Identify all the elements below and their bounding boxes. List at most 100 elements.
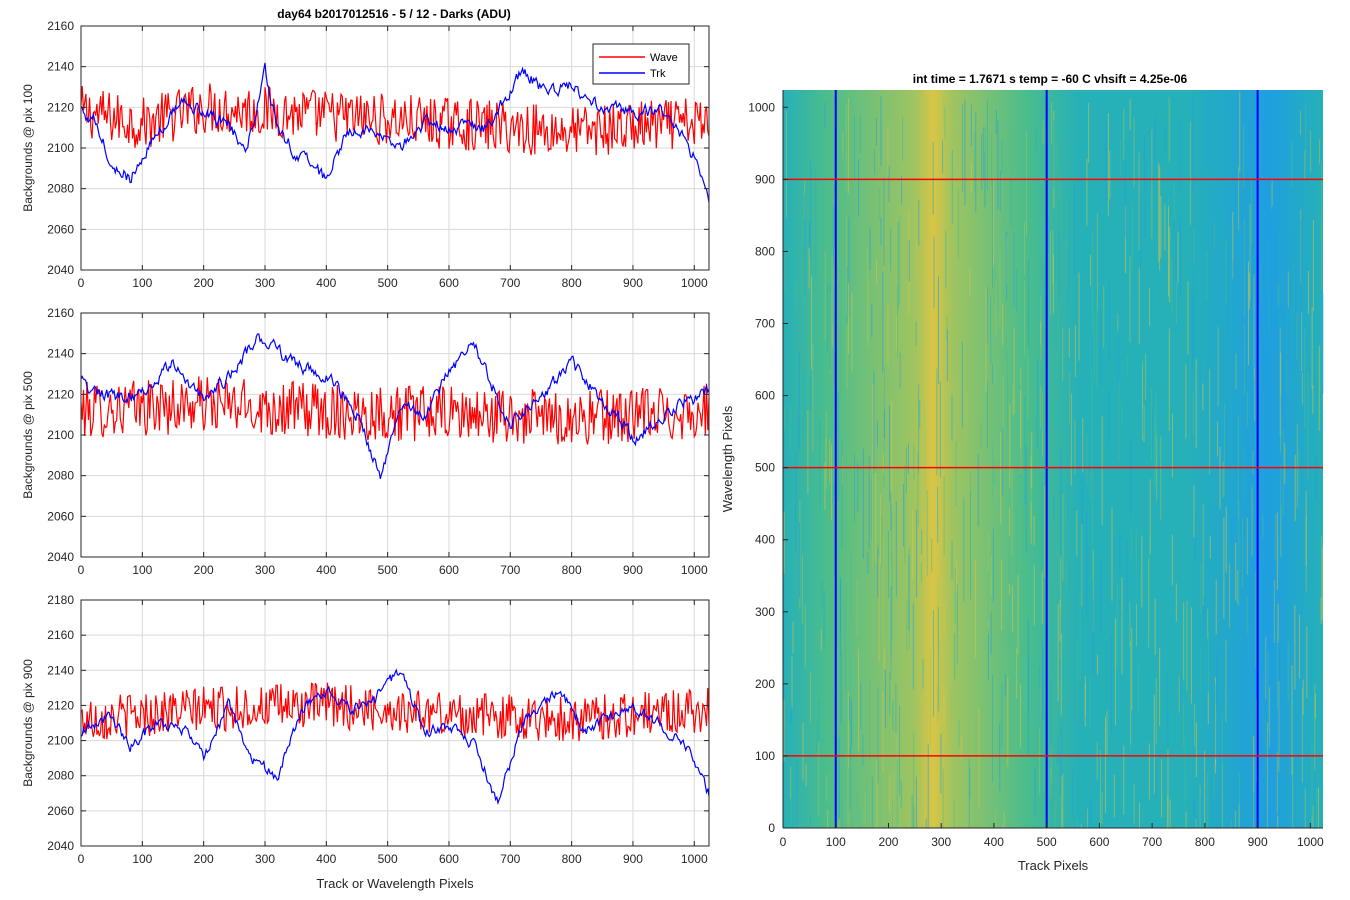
x-tick-label: 1000 (681, 563, 708, 577)
x-tick-label: 800 (562, 563, 582, 577)
y-tick-label: 2080 (47, 182, 74, 196)
x-tick-label: 600 (439, 276, 459, 290)
y-tick-label: 2140 (47, 663, 74, 677)
x-tick-label: 600 (439, 563, 459, 577)
x-tick-label: 800 (562, 276, 582, 290)
x-tick-label: 500 (378, 852, 398, 866)
x-tick-label: 300 (255, 852, 275, 866)
y-tick-label: 400 (755, 533, 775, 547)
y-tick-label: 200 (755, 677, 775, 691)
series-line-wave (80, 83, 710, 156)
x-tick-label: 300 (931, 835, 951, 849)
heatmap-title: int time = 1.7671 s temp = -60 C vhsift … (913, 72, 1188, 86)
series-line-wave (80, 682, 710, 742)
x-tick-label: 100 (132, 276, 152, 290)
x-tick-label: 1000 (1297, 835, 1324, 849)
y-tick-label: 2100 (47, 734, 74, 748)
y-tick-label: 2040 (47, 550, 74, 564)
y-tick-label: 800 (755, 244, 775, 258)
y-tick-label: 500 (755, 461, 775, 475)
y-tick-label: 100 (755, 749, 775, 763)
y-tick-label: 2060 (47, 222, 74, 236)
y-tick-label: 2080 (47, 769, 74, 783)
y-tick-label: 2120 (47, 100, 74, 114)
y-tick-label: 2160 (47, 306, 74, 320)
legend: Wave Trk (592, 43, 690, 85)
x-tick-label: 900 (623, 276, 643, 290)
x-tick-label: 400 (316, 276, 336, 290)
x-tick-label: 0 (78, 852, 85, 866)
y-tick-label: 2160 (47, 628, 74, 642)
x-tick-label: 500 (378, 563, 398, 577)
legend-label-wave: Wave (650, 52, 678, 64)
x-tick-label: 100 (826, 835, 846, 849)
line-chart-1: 0 100 200 300 400 500 600 700 800 900 1000 2040 2060… (21, 19, 710, 290)
x-tick-label: 500 (378, 276, 398, 290)
x-tick-label: 700 (1142, 835, 1162, 849)
y-tick-label: 2140 (47, 60, 74, 74)
x-tick-label: 700 (500, 276, 520, 290)
x-tick-label: 0 (78, 276, 85, 290)
x-tick-label: 300 (255, 276, 275, 290)
x-axis-label: Track or Wavelength Pixels (316, 876, 474, 891)
x-tick-label: 500 (1037, 835, 1057, 849)
x-tick-label: 1000 (681, 852, 708, 866)
y-axis-label: Backgrounds @ pix 100 (21, 84, 35, 212)
y-tick-label: 600 (755, 389, 775, 403)
y-tick-label: 300 (755, 605, 775, 619)
x-tick-label: 900 (1248, 835, 1268, 849)
x-tick-label: 0 (780, 835, 787, 849)
x-tick-label: 200 (194, 563, 214, 577)
x-tick-label: 200 (194, 276, 214, 290)
y-tick-label: 2100 (47, 141, 74, 155)
x-tick-label: 800 (562, 852, 582, 866)
series-line-wave (80, 376, 710, 445)
y-axis-label: Wavelength Pixels (720, 405, 735, 512)
x-tick-label: 100 (132, 563, 152, 577)
y-tick-label: 0 (768, 821, 775, 835)
y-tick-label: 1000 (748, 100, 775, 114)
y-tick-label: 2060 (47, 804, 74, 818)
x-tick-label: 600 (439, 852, 459, 866)
figure-title: day64 b2017012516 - 5 / 12 - Darks (ADU) (277, 7, 510, 21)
y-axis-label: Backgrounds @ pix 500 (21, 371, 35, 499)
y-tick-label: 900 (755, 172, 775, 186)
series-line-trk (80, 668, 710, 806)
x-axis-label: Track Pixels (1018, 858, 1089, 873)
x-tick-label: 400 (316, 852, 336, 866)
x-tick-label: 600 (1089, 835, 1109, 849)
x-tick-label: 300 (255, 563, 275, 577)
series-line-trk (80, 333, 710, 479)
line-chart-2: 0 100 200 300 400 500 600 700 800 900 1000 2040 2060… (21, 306, 710, 577)
y-tick-label: 2040 (47, 263, 74, 277)
axes-frame (80, 599, 710, 847)
x-tick-label: 200 (878, 835, 898, 849)
x-tick-label: 900 (623, 852, 643, 866)
y-tick-label: 2040 (47, 839, 74, 853)
y-tick-label: 2080 (47, 469, 74, 483)
y-axis-label: Backgrounds @ pix 900 (21, 659, 35, 787)
x-tick-label: 800 (1195, 835, 1215, 849)
legend-box (592, 43, 690, 85)
y-tick-label: 700 (755, 317, 775, 331)
y-tick-label: 2180 (47, 593, 74, 607)
heatmap-chart: 0 100 200 300 400 500 600 700 800 900 1000 0 100 200 3… (720, 72, 1324, 873)
x-tick-label: 700 (500, 852, 520, 866)
y-tick-label: 2100 (47, 428, 74, 442)
x-tick-label: 400 (984, 835, 1004, 849)
x-tick-label: 1000 (681, 276, 708, 290)
line-chart-3: 0 100 200 300 400 500 600 700 800 900 1000 2040 2060… (21, 593, 710, 891)
y-tick-label: 2120 (47, 698, 74, 712)
x-tick-label: 100 (132, 852, 152, 866)
y-tick-label: 2160 (47, 19, 74, 33)
x-tick-label: 0 (78, 563, 85, 577)
y-tick-label: 2140 (47, 347, 74, 361)
y-tick-label: 2120 (47, 387, 74, 401)
series-line-trk (80, 62, 710, 203)
x-tick-label: 900 (623, 563, 643, 577)
legend-label-trk: Trk (650, 68, 666, 80)
x-tick-label: 200 (194, 852, 214, 866)
x-tick-label: 400 (316, 563, 336, 577)
y-tick-label: 2060 (47, 509, 74, 523)
